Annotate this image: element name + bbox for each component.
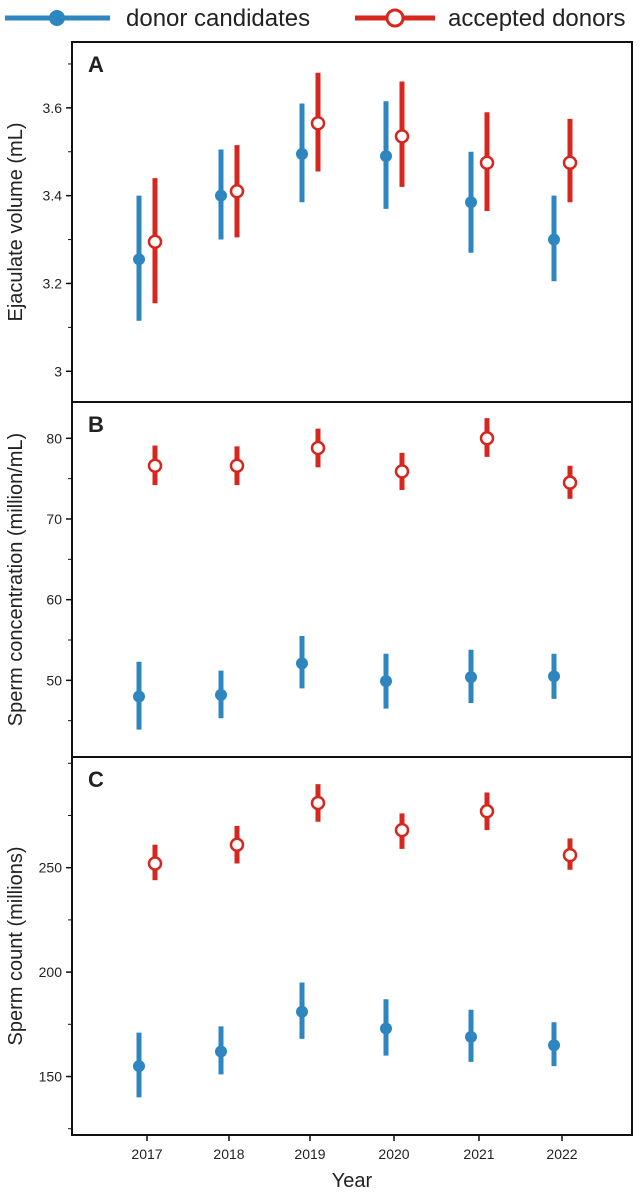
- y-axis-title: Sperm concentration (million/mL): [5, 433, 27, 726]
- x-tick-label: 2020: [378, 1146, 409, 1162]
- x-tick-label: 2022: [546, 1146, 577, 1162]
- legend-accepted-label: accepted donors: [448, 5, 625, 32]
- data-point: [310, 115, 326, 131]
- data-point: [215, 688, 227, 701]
- y-tick-label: 3: [54, 363, 62, 379]
- series-donor-candidates: [133, 101, 560, 321]
- y-tick-label: 250: [39, 860, 63, 876]
- series-donor-candidates: [133, 635, 560, 730]
- legend: donor candidates accepted donors: [5, 5, 625, 32]
- data-point: [548, 1039, 560, 1052]
- panel-b: B 50 60 70 80 Sperm concentration (million/mL…: [5, 401, 633, 758]
- data-point: [465, 1030, 477, 1043]
- y-tick-label: 70: [46, 511, 62, 527]
- y-axis-title: Ejaculate volume (mL): [5, 123, 27, 322]
- x-tick-label: 2017: [131, 1146, 162, 1162]
- data-point: [310, 795, 326, 811]
- data-point: [394, 129, 410, 144]
- data-point: [380, 150, 392, 163]
- x-axis-title: Year: [332, 1170, 373, 1192]
- panel-letter: A: [88, 52, 104, 77]
- y-tick-label: 80: [46, 430, 62, 446]
- data-point: [562, 847, 578, 863]
- data-point: [296, 147, 308, 160]
- panel-a: A 3 3.2 3.4 3.6 Ejaculate volume (mL): [5, 41, 633, 403]
- series-accepted-donors: [147, 72, 578, 304]
- series-accepted-donors: [147, 418, 578, 499]
- legend-candidates-marker: [49, 10, 65, 26]
- panel-letter: B: [88, 412, 104, 437]
- data-point: [380, 1022, 392, 1035]
- panel-frame: [71, 756, 633, 1136]
- data-point: [310, 440, 326, 456]
- data-point: [229, 184, 245, 199]
- y-tick-label: 3.4: [43, 188, 63, 204]
- x-tick-label: 2021: [463, 1146, 494, 1162]
- data-point: [548, 670, 560, 683]
- data-point: [562, 475, 578, 490]
- x-tick-label: 2019: [294, 1146, 325, 1162]
- data-point: [394, 822, 410, 838]
- y-axis-title: Sperm count (millions): [5, 847, 27, 1046]
- legend-candidates-label: donor candidates: [126, 5, 310, 32]
- chart-panels: A 3 3.2 3.4 3.6 Ejaculate volume (mL) B 50 60 70 8…: [5, 41, 633, 1192]
- data-point: [296, 657, 308, 670]
- data-point: [229, 458, 245, 473]
- y-tick-label: 3.2: [43, 275, 63, 291]
- data-point: [147, 856, 163, 871]
- y-tick-label: 50: [46, 672, 62, 688]
- legend-accepted-marker: [385, 8, 405, 28]
- panel-letter: C: [88, 767, 104, 792]
- data-point: [548, 233, 560, 246]
- data-point: [296, 1005, 308, 1018]
- data-point: [229, 837, 245, 852]
- data-point: [562, 155, 578, 170]
- data-point: [465, 196, 477, 209]
- y-tick-label: 3.6: [43, 100, 63, 116]
- x-tick-label: 2018: [213, 1146, 244, 1162]
- y-tick-label: 150: [39, 1069, 63, 1085]
- data-point: [215, 1045, 227, 1058]
- data-point: [133, 1060, 145, 1073]
- series-donor-candidates: [133, 982, 560, 1098]
- data-point: [394, 464, 410, 479]
- data-point: [465, 671, 477, 684]
- data-point: [479, 804, 495, 819]
- data-point: [479, 431, 495, 446]
- data-point: [215, 189, 227, 202]
- panel-c: C 150 200 250 Sperm count (millions) 2017 2018…: [5, 756, 633, 1192]
- y-tick-label: 60: [46, 592, 62, 608]
- data-point: [380, 675, 392, 688]
- data-point: [479, 155, 495, 170]
- data-point: [147, 458, 163, 473]
- data-point: [133, 253, 145, 266]
- data-point: [133, 690, 145, 703]
- series-accepted-donors: [147, 784, 578, 881]
- y-tick-label: 200: [39, 964, 63, 980]
- data-point: [147, 234, 163, 250]
